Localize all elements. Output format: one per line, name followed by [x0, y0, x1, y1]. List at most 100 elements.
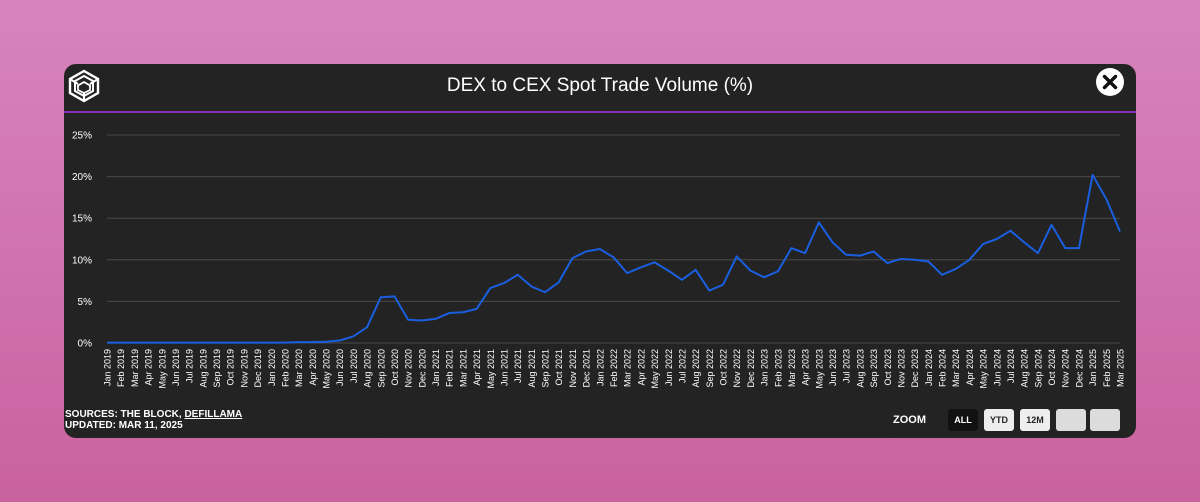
data-point[interactable] — [679, 277, 685, 283]
data-point[interactable] — [1035, 250, 1041, 256]
data-point[interactable] — [309, 339, 315, 345]
data-point[interactable] — [597, 246, 603, 252]
data-point[interactable] — [788, 245, 794, 251]
chart-title: DEX to CEX Spot Trade Volume (%) — [446, 75, 754, 96]
zoom-blank-button-1[interactable] — [1056, 409, 1086, 431]
x-tick-label: Feb 2021 — [445, 349, 455, 387]
data-point[interactable] — [364, 324, 370, 330]
close-button[interactable] — [1096, 68, 1124, 96]
data-point[interactable] — [446, 310, 452, 316]
data-point[interactable] — [378, 294, 384, 300]
data-point[interactable] — [652, 259, 658, 265]
data-point[interactable] — [830, 239, 836, 245]
zoom-ytd-button[interactable]: YTD — [984, 409, 1014, 431]
data-point[interactable] — [925, 258, 931, 264]
data-point[interactable] — [186, 340, 192, 346]
data-point[interactable] — [1076, 245, 1082, 251]
data-point[interactable] — [159, 340, 165, 346]
x-tick-label: Jan 2025 — [1088, 349, 1098, 386]
data-point[interactable] — [282, 340, 288, 346]
data-point[interactable] — [1103, 196, 1109, 202]
data-point[interactable] — [912, 257, 918, 263]
data-point[interactable] — [583, 248, 589, 254]
data-point[interactable] — [227, 340, 233, 346]
data-point[interactable] — [734, 253, 740, 259]
data-point[interactable] — [802, 250, 808, 256]
data-point[interactable] — [1117, 229, 1123, 235]
data-point[interactable] — [857, 253, 863, 259]
x-tick-label: Jan 2020 — [267, 349, 277, 386]
data-point[interactable] — [966, 257, 972, 263]
x-tick-label: Dec 2022 — [746, 349, 756, 388]
x-tick-label: Oct 2020 — [390, 349, 400, 386]
data-point[interactable] — [104, 340, 110, 346]
data-point[interactable] — [816, 219, 822, 225]
data-point[interactable] — [1021, 239, 1027, 245]
data-point[interactable] — [296, 339, 302, 345]
data-point[interactable] — [638, 264, 644, 270]
data-point[interactable] — [405, 317, 411, 323]
x-tick-label: Nov 2022 — [732, 349, 742, 388]
data-point[interactable] — [118, 340, 124, 346]
zoom-all-button[interactable]: ALL — [948, 409, 978, 431]
data-point[interactable] — [761, 274, 767, 280]
defillama-link[interactable]: DEFILLAMA — [184, 409, 243, 420]
data-point[interactable] — [515, 272, 521, 278]
data-point[interactable] — [1007, 228, 1013, 234]
zoom-12m-button[interactable]: 12M — [1020, 409, 1050, 431]
data-point[interactable] — [624, 270, 630, 276]
data-point[interactable] — [391, 293, 397, 299]
x-tick-label: Jan 2023 — [760, 349, 770, 386]
data-point[interactable] — [528, 283, 534, 289]
data-point[interactable] — [775, 268, 781, 274]
data-point[interactable] — [145, 340, 151, 346]
data-point[interactable] — [953, 266, 959, 272]
data-point[interactable] — [1062, 245, 1068, 251]
data-point[interactable] — [214, 340, 220, 346]
data-point[interactable] — [884, 260, 890, 266]
data-point[interactable] — [433, 316, 439, 322]
data-point[interactable] — [323, 339, 329, 345]
data-point[interactable] — [939, 272, 945, 278]
zoom-blank-button-2[interactable] — [1090, 409, 1120, 431]
data-point[interactable] — [172, 340, 178, 346]
x-tick-label: Dec 2021 — [582, 349, 592, 388]
data-point[interactable] — [501, 280, 507, 286]
x-tick-label: Dec 2020 — [417, 349, 427, 388]
data-point[interactable] — [611, 254, 617, 260]
data-point[interactable] — [1090, 172, 1096, 178]
data-point[interactable] — [898, 256, 904, 262]
data-point[interactable] — [419, 318, 425, 324]
data-point[interactable] — [131, 340, 137, 346]
data-point[interactable] — [665, 268, 671, 274]
x-tick-label: Oct 2022 — [719, 349, 729, 386]
data-point[interactable] — [720, 282, 726, 288]
data-point[interactable] — [693, 267, 699, 273]
data-point[interactable] — [350, 333, 356, 339]
data-point[interactable] — [1049, 222, 1055, 228]
data-point[interactable] — [474, 306, 480, 312]
x-tick-label: Apr 2019 — [144, 349, 154, 386]
data-point[interactable] — [255, 340, 261, 346]
data-point[interactable] — [487, 285, 493, 291]
data-point[interactable] — [980, 241, 986, 247]
data-point[interactable] — [871, 248, 877, 254]
data-point[interactable] — [200, 340, 206, 346]
data-point[interactable] — [706, 288, 712, 294]
x-tick-label: May 2020 — [322, 349, 332, 389]
data-point[interactable] — [337, 338, 343, 344]
data-point[interactable] — [268, 340, 274, 346]
data-point[interactable] — [994, 236, 1000, 242]
x-tick-label: Oct 2021 — [554, 349, 564, 386]
data-point[interactable] — [569, 255, 575, 261]
x-tick-label: Jun 2022 — [664, 349, 674, 386]
data-point[interactable] — [556, 279, 562, 285]
x-tick-label: Jan 2022 — [595, 349, 605, 386]
x-tick-label: Dec 2023 — [910, 349, 920, 388]
x-tick-label: May 2024 — [979, 349, 989, 389]
data-point[interactable] — [460, 309, 466, 315]
data-point[interactable] — [843, 252, 849, 258]
data-point[interactable] — [542, 289, 548, 295]
data-point[interactable] — [747, 268, 753, 274]
data-point[interactable] — [241, 340, 247, 346]
